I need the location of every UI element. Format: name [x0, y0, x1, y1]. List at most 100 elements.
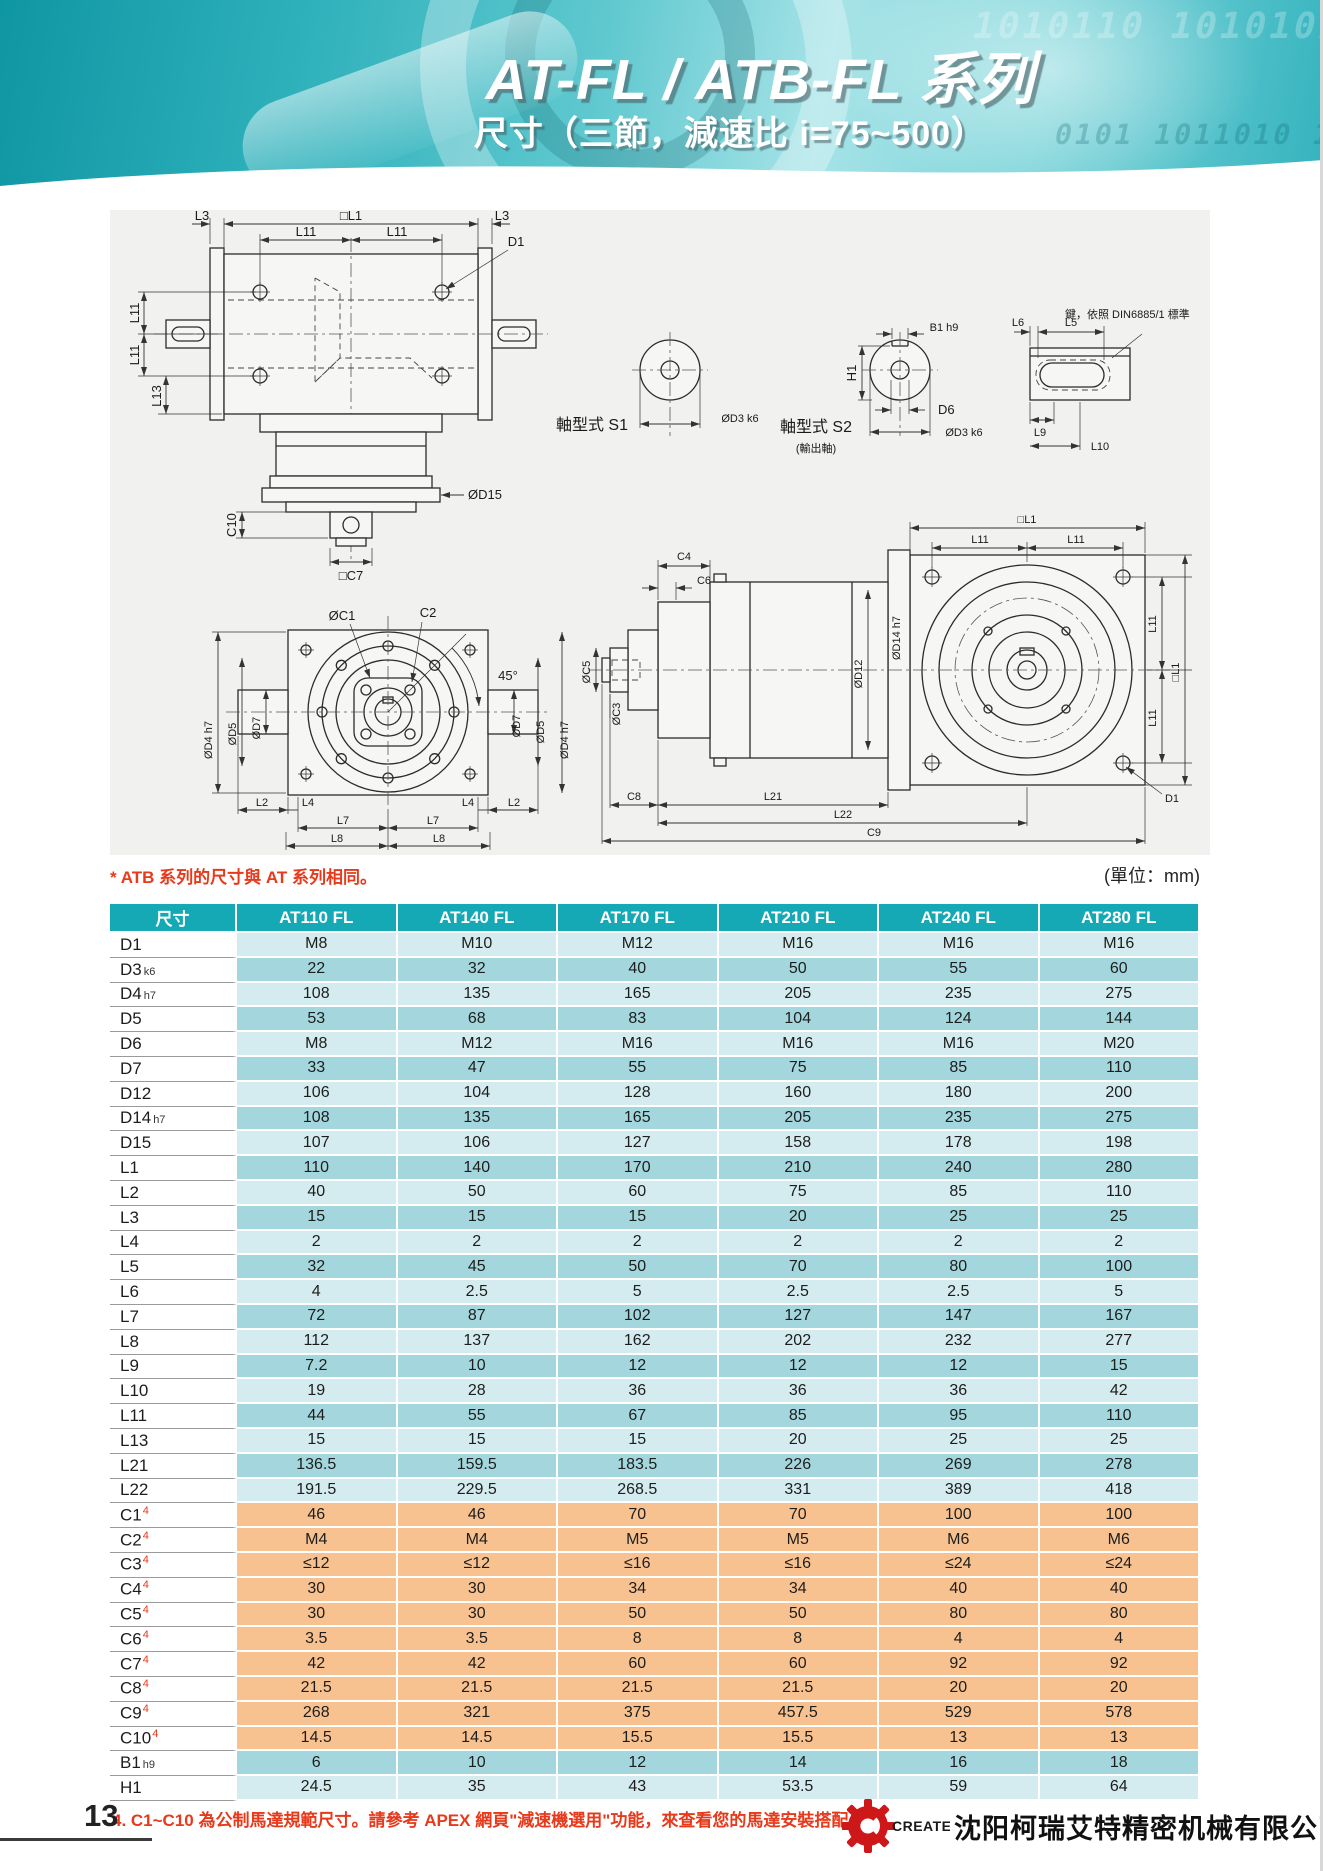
dimension-value-cell: 59 — [879, 1776, 1040, 1801]
dim-label: C2 — [420, 605, 437, 620]
dimension-value-cell: M20 — [1039, 1032, 1200, 1057]
dimension-value-cell: 40 — [237, 1180, 398, 1206]
table-row: C24 M4 M4 M5 M5 M6 M6 — [110, 1528, 1200, 1553]
dimension-value-cell: 10 — [397, 1751, 558, 1777]
dimension-value-cell: 40 — [1039, 1577, 1200, 1603]
dim-label: □L1 — [1018, 514, 1037, 526]
dimension-value-cell: M6 — [879, 1528, 1040, 1553]
dimension-value-cell: 135 — [397, 1106, 558, 1132]
dimension-value-cell: 3.5 — [237, 1627, 398, 1653]
dim-label: D1 — [508, 234, 525, 249]
dimension-value-cell: M4 — [237, 1528, 398, 1553]
dim-label: ØD7 — [251, 717, 263, 740]
dimension-value-cell: 147 — [879, 1304, 1040, 1330]
dimension-value-cell: 106 — [237, 1081, 398, 1107]
dimension-value-cell: 34 — [718, 1577, 879, 1603]
table-row: C14 46 46 70 70 100 100 — [110, 1503, 1200, 1529]
dim-label: L11 — [296, 224, 317, 239]
table-row: L21 136.5 159.5 183.5 226 269 278 — [110, 1453, 1200, 1479]
dimension-value-cell: M5 — [558, 1528, 719, 1553]
dimension-value-cell: 104 — [718, 1007, 879, 1033]
dimension-value-cell: 60 — [558, 1652, 719, 1677]
dim-label: D6 — [938, 402, 955, 417]
row-label: C64 — [110, 1627, 237, 1653]
dim-label: ØC3 — [611, 703, 623, 726]
table-row: L11 44 55 67 85 95 110 — [110, 1404, 1200, 1429]
dimension-value-cell: 25 — [879, 1205, 1040, 1231]
table-row: D6 M8 M12 M16 M16 M16 M20 — [110, 1032, 1200, 1057]
dimension-value-cell: 106 — [397, 1131, 558, 1157]
table-row: C64 3.5 3.5 8 8 4 4 — [110, 1627, 1200, 1653]
dimension-value-cell: 136.5 — [237, 1453, 398, 1479]
table-row: L9 7.2 10 12 12 12 15 — [110, 1354, 1200, 1380]
dim-label: L9 — [1034, 427, 1046, 439]
dimension-value-cell: 2 — [718, 1230, 879, 1256]
dimension-value-cell: 162 — [558, 1329, 719, 1355]
dimension-value-cell: 75 — [718, 1056, 879, 1082]
dimension-value-cell: ≤16 — [558, 1552, 719, 1578]
dimension-value-cell: 128 — [558, 1081, 719, 1107]
table-row: L5 32 45 50 70 80 100 — [110, 1255, 1200, 1281]
dimension-value-cell: 42 — [1039, 1379, 1200, 1405]
dim-label: 45° — [498, 668, 518, 683]
dimension-value-cell: 278 — [1039, 1453, 1200, 1479]
shaft-type-s1-drawing: 軸型式 S1 ØD3 k6 — [556, 332, 759, 436]
dimension-value-cell: 268.5 — [558, 1478, 719, 1504]
dimension-value-cell: 53 — [237, 1007, 398, 1033]
dimension-value-cell: 20 — [879, 1676, 1040, 1702]
table-row: D15 107 106 127 158 178 198 — [110, 1131, 1200, 1157]
dimension-value-cell: 12 — [558, 1751, 719, 1777]
dimension-value-cell: 18 — [1039, 1751, 1200, 1777]
table-row: D1 M8 M10 M12 M16 M16 M16 — [110, 933, 1200, 958]
dim-label: L5 — [1065, 317, 1077, 329]
dimension-value-cell: 75 — [718, 1180, 879, 1206]
row-label: L3 — [110, 1205, 237, 1231]
dim-label: B1 h9 — [930, 322, 959, 334]
dim-label: □L1 — [1170, 663, 1182, 682]
dim-label: L7 — [337, 815, 349, 827]
dimension-value-cell: 12 — [879, 1354, 1040, 1380]
dimension-value-cell: 277 — [1039, 1329, 1200, 1355]
page-subtitle: 尺寸（三節，減速比 i=75~500） — [473, 115, 987, 153]
dimension-value-cell: 80 — [879, 1602, 1040, 1628]
page-title: AT-FL / ATB-FL 系列 — [485, 48, 1035, 112]
dim-label: □L1 — [340, 208, 362, 223]
dim-label: ØD3 k6 — [721, 413, 758, 425]
dimension-value-cell: 21.5 — [237, 1676, 398, 1702]
table-row: L3 15 15 15 20 25 25 — [110, 1205, 1200, 1231]
dimension-value-cell: 3.5 — [397, 1627, 558, 1653]
dim-label: L11 — [1147, 615, 1159, 633]
dimension-value-cell: 8 — [718, 1627, 879, 1653]
dim-label: ØD7 — [511, 715, 523, 738]
dimension-value-cell: 25 — [1039, 1205, 1200, 1231]
dim-label: L11 — [1067, 534, 1085, 546]
unit-note: (單位：mm) — [1104, 866, 1200, 886]
dim-label: ØD3 k6 — [945, 427, 982, 439]
dimension-value-cell: 50 — [397, 1180, 558, 1206]
dimension-value-cell: ≤12 — [397, 1552, 558, 1578]
footer-brand: CREATE 沈阳柯瑞艾特精密机械有限公司 — [842, 1796, 1323, 1856]
dimension-value-cell: 280 — [1039, 1156, 1200, 1181]
dimension-value-cell: 70 — [558, 1503, 719, 1529]
table-row: D3 k6 22 32 40 50 55 60 — [110, 957, 1200, 983]
dimension-value-cell: 15 — [1039, 1354, 1200, 1380]
dim-label: C10 — [224, 513, 239, 537]
dim-label: L2 — [508, 797, 520, 809]
dim-label: L22 — [834, 809, 852, 821]
dimension-value-cell: M6 — [1039, 1528, 1200, 1553]
dimension-value-cell: 15 — [397, 1205, 558, 1231]
dim-label: ØC5 — [581, 661, 593, 684]
dimension-value-cell: M5 — [718, 1528, 879, 1553]
row-label: L1 — [110, 1156, 237, 1181]
dimension-value-cell: M16 — [879, 1032, 1040, 1057]
dimension-value-cell: 24.5 — [237, 1776, 398, 1801]
dimension-value-cell: 60 — [558, 1180, 719, 1206]
gear-icon — [842, 1799, 895, 1853]
dimension-value-cell: 178 — [879, 1131, 1040, 1157]
dimension-value-cell: M12 — [397, 1032, 558, 1057]
dimension-value-cell: M10 — [397, 933, 558, 958]
output-shaft-note: (輸出軸) — [796, 441, 836, 455]
table-row: L2 40 50 60 75 85 110 — [110, 1180, 1200, 1206]
row-label: L21 — [110, 1453, 237, 1479]
dimension-value-cell: 20 — [718, 1428, 879, 1454]
